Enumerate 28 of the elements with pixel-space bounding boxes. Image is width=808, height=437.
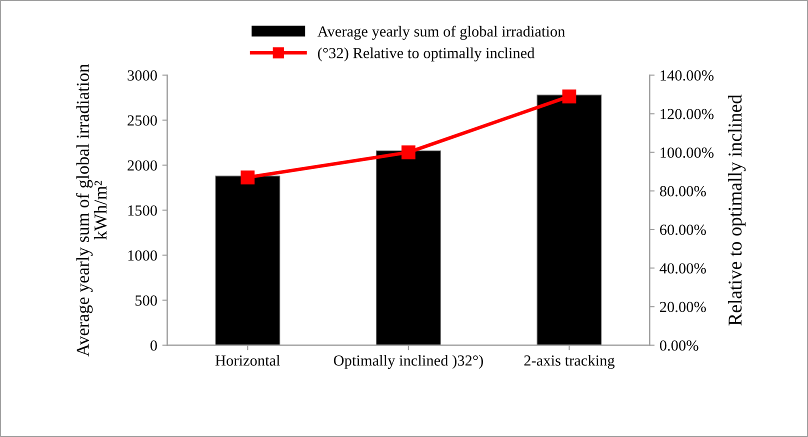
x-tick-label: Optimally inclined )32°) (334, 354, 483, 369)
y-tick-label: 3000 (128, 70, 157, 81)
bar (536, 94, 602, 346)
y2-tick-label: 80.00% (660, 186, 706, 196)
y-tick-label: 2000 (128, 160, 157, 171)
legend-label: Average yearly sum of global irradiation (317, 26, 566, 40)
y2-tick-label: 20.00% (660, 302, 706, 312)
point (402, 145, 416, 160)
bar (376, 150, 441, 346)
bar (215, 176, 280, 346)
y2-axis-title: Relative to optimally inclined (728, 94, 746, 326)
point (240, 170, 255, 184)
y2-tick-label: 100.00% (660, 147, 714, 158)
y-tick-label: 1000 (128, 250, 157, 261)
x-tick-label: 2-axis tracking (524, 354, 615, 369)
y2-tick-label: 120.00% (660, 108, 714, 120)
y2-tick-label: 140.00% (660, 70, 714, 81)
y-tick-label: 1500 (128, 205, 157, 216)
legend-label: (°32) Relative to optimally inclined (318, 48, 535, 62)
y-tick-label: 2500 (128, 115, 157, 126)
point (562, 89, 576, 104)
y2-tick-label: 60.00% (660, 224, 706, 236)
y-axis-title: Average yearly sum of global irradiation kWh/m² (76, 64, 107, 357)
y2-tick-label: 0.00% (660, 340, 698, 351)
y-tick-label: 500 (136, 295, 157, 306)
y2-tick-label: 40.00% (660, 263, 706, 274)
x-tick-label: Horizontal (215, 354, 280, 366)
y-tick-label: 0 (150, 340, 157, 351)
